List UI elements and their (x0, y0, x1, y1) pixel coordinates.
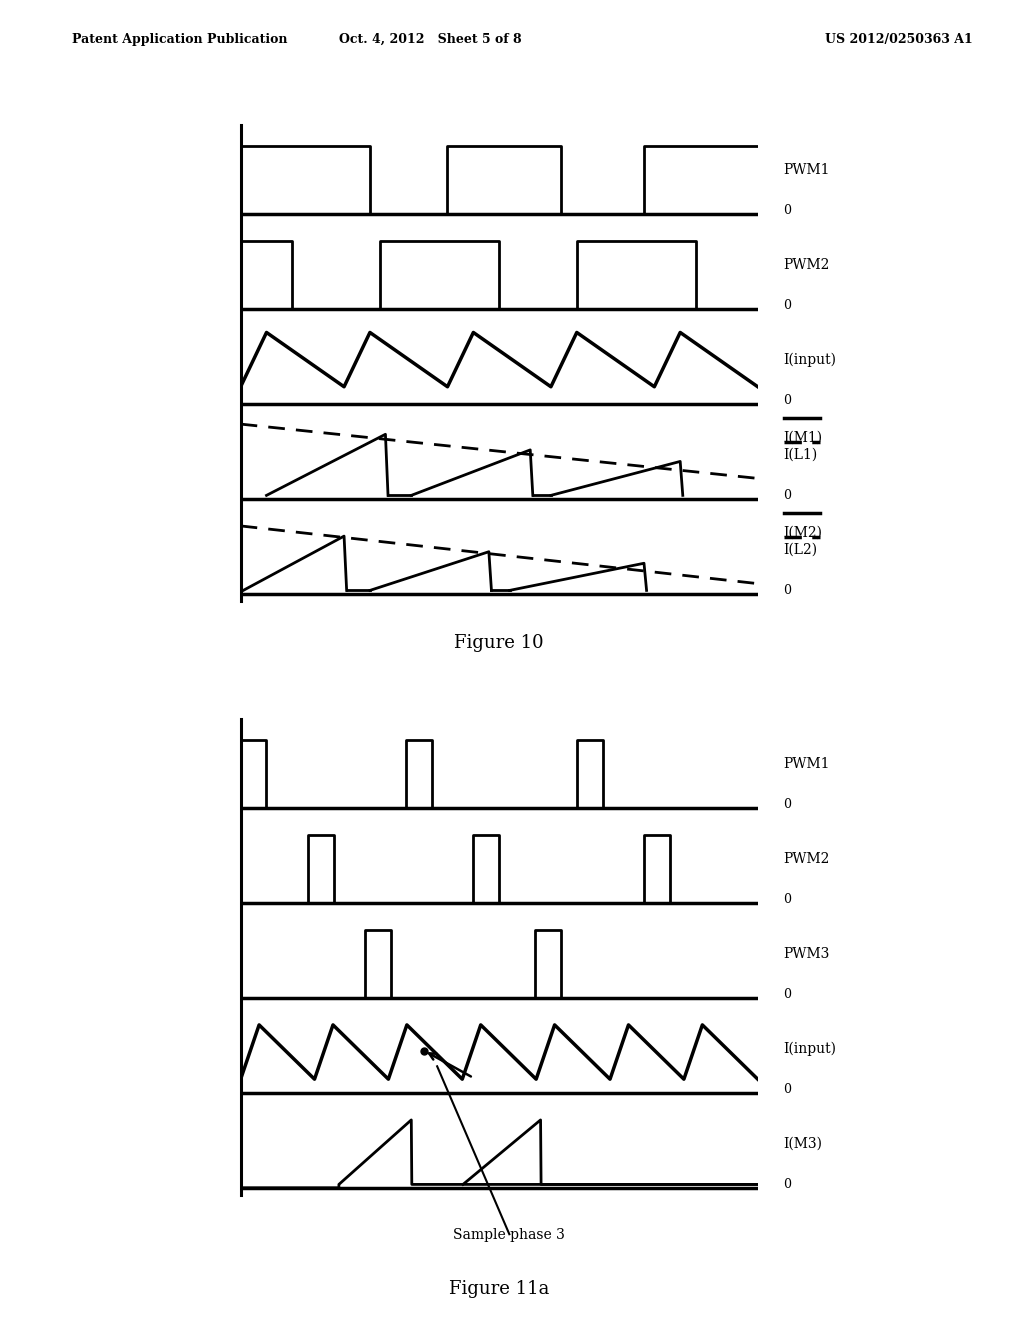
Text: I(M1): I(M1) (783, 430, 822, 445)
Text: 0: 0 (783, 488, 792, 502)
Text: Patent Application Publication: Patent Application Publication (72, 33, 287, 46)
Text: 0: 0 (783, 987, 792, 1001)
Text: I(input): I(input) (783, 352, 837, 367)
Text: 0: 0 (783, 298, 792, 312)
Text: I(M3): I(M3) (783, 1137, 822, 1151)
Text: 0: 0 (783, 892, 792, 906)
Text: PWM2: PWM2 (783, 851, 830, 866)
Text: I(L2): I(L2) (783, 543, 818, 557)
Text: 0: 0 (783, 797, 792, 810)
Text: 0: 0 (783, 393, 792, 407)
Text: I(L1): I(L1) (783, 447, 818, 462)
Text: PWM1: PWM1 (783, 756, 830, 771)
Text: PWM3: PWM3 (783, 946, 830, 961)
Text: 0: 0 (783, 1177, 792, 1191)
Text: Oct. 4, 2012   Sheet 5 of 8: Oct. 4, 2012 Sheet 5 of 8 (339, 33, 521, 46)
Text: Sample phase 3: Sample phase 3 (454, 1228, 565, 1242)
Text: 0: 0 (783, 583, 792, 597)
Text: 0: 0 (783, 203, 792, 216)
Text: PWM2: PWM2 (783, 257, 830, 272)
Text: I(input): I(input) (783, 1041, 837, 1056)
Text: 0: 0 (783, 1082, 792, 1096)
Text: US 2012/0250363 A1: US 2012/0250363 A1 (825, 33, 973, 46)
Text: PWM1: PWM1 (783, 162, 830, 177)
Text: Figure 11a: Figure 11a (449, 1280, 550, 1299)
Text: I(M2): I(M2) (783, 525, 822, 540)
Text: Figure 10: Figure 10 (455, 634, 544, 652)
